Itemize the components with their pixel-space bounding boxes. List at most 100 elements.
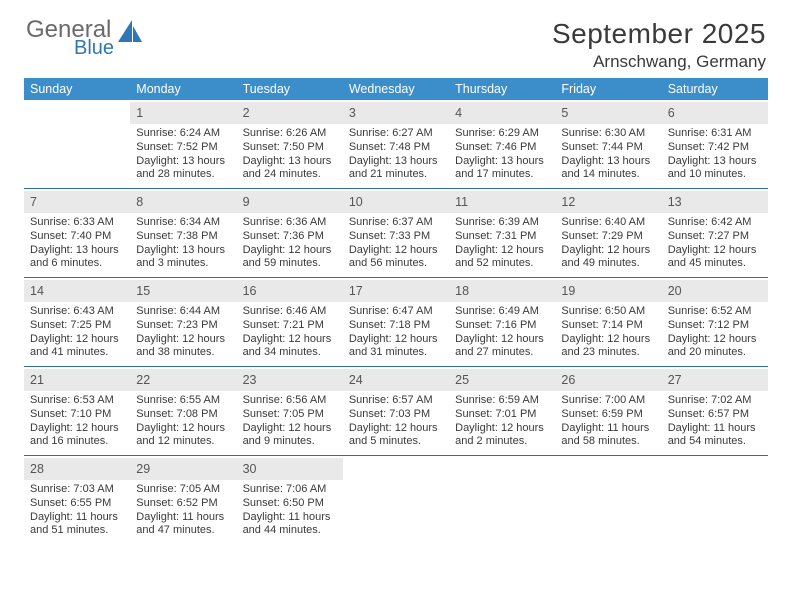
- sunrise-line: Sunrise: 7:03 AM: [30, 483, 124, 497]
- day-cell: 4Sunrise: 6:29 AMSunset: 7:46 PMDaylight…: [449, 100, 555, 188]
- daylight-line: and 45 minutes.: [668, 257, 762, 271]
- day-number-row: 5: [555, 102, 661, 124]
- day-cell: [24, 100, 130, 188]
- daylight-line: and 47 minutes.: [136, 524, 230, 538]
- sunrise-line: Sunrise: 6:31 AM: [668, 127, 762, 141]
- day-cell: 21 Sunrise: 6:53 AMSunset: 7:10 PMDayligh…: [24, 367, 130, 455]
- day-number-row: 14: [24, 280, 130, 302]
- day-number-row: 3: [343, 102, 449, 124]
- sunset-line: Sunset: 6:59 PM: [561, 408, 655, 422]
- daylight-line: Daylight: 12 hours: [243, 244, 337, 258]
- sunrise-line: Sunrise: 6:59 AM: [455, 394, 549, 408]
- sunset-line: Sunset: 7:31 PM: [455, 230, 549, 244]
- sunrise-line: Sunrise: 6:37 AM: [349, 216, 443, 230]
- day-number-row: 21: [24, 369, 130, 391]
- logo: General Blue: [26, 18, 142, 58]
- sunrise-line: Sunrise: 6:39 AM: [455, 216, 549, 230]
- daylight-line: Daylight: 11 hours: [136, 511, 230, 525]
- sunrise-line: Sunrise: 6:53 AM: [30, 394, 124, 408]
- sunset-line: Sunset: 7:52 PM: [136, 141, 230, 155]
- daylight-line: Daylight: 13 hours: [136, 244, 230, 258]
- day-number-row: 20: [662, 280, 768, 302]
- day-number: 2: [243, 106, 250, 120]
- daylight-line: and 56 minutes.: [349, 257, 443, 271]
- day-cell: 17Sunrise: 6:47 AMSunset: 7:18 PMDayligh…: [343, 278, 449, 366]
- daylight-line: Daylight: 12 hours: [30, 333, 124, 347]
- sunrise-line: Sunrise: 6:47 AM: [349, 305, 443, 319]
- daylight-line: and 31 minutes.: [349, 346, 443, 360]
- sunset-line: Sunset: 7:46 PM: [455, 141, 549, 155]
- daylight-line: and 5 minutes.: [349, 435, 443, 449]
- day-number: 20: [668, 284, 682, 298]
- sunrise-line: Sunrise: 6:29 AM: [455, 127, 549, 141]
- day-cell: 30Sunrise: 7:06 AMSunset: 6:50 PMDayligh…: [237, 456, 343, 544]
- sunset-line: Sunset: 7:25 PM: [30, 319, 124, 333]
- daylight-line: Daylight: 12 hours: [30, 422, 124, 436]
- sunset-line: Sunset: 7:33 PM: [349, 230, 443, 244]
- title-block: September 2025 Arnschwang, Germany: [552, 18, 766, 72]
- sunset-line: Sunset: 7:40 PM: [30, 230, 124, 244]
- daylight-line: Daylight: 13 hours: [349, 155, 443, 169]
- header: General Blue September 2025 Arnschwang, …: [24, 18, 768, 72]
- sunset-line: Sunset: 6:50 PM: [243, 497, 337, 511]
- daylight-line: and 20 minutes.: [668, 346, 762, 360]
- daylight-line: and 44 minutes.: [243, 524, 337, 538]
- day-number: 17: [349, 284, 363, 298]
- day-cell: 28Sunrise: 7:03 AMSunset: 6:55 PMDayligh…: [24, 456, 130, 544]
- day-header: Thursday: [449, 78, 555, 100]
- sunset-line: Sunset: 7:48 PM: [349, 141, 443, 155]
- daylight-line: and 38 minutes.: [136, 346, 230, 360]
- sunset-line: Sunset: 7:23 PM: [136, 319, 230, 333]
- daylight-line: Daylight: 13 hours: [136, 155, 230, 169]
- day-number: 3: [349, 106, 356, 120]
- daylight-line: Daylight: 12 hours: [668, 333, 762, 347]
- sunset-line: Sunset: 6:55 PM: [30, 497, 124, 511]
- day-number-row: 8: [130, 191, 236, 213]
- sunset-line: Sunset: 7:05 PM: [243, 408, 337, 422]
- daylight-line: and 21 minutes.: [349, 168, 443, 182]
- day-number: 9: [243, 195, 250, 209]
- sunrise-line: Sunrise: 6:44 AM: [136, 305, 230, 319]
- sunrise-line: Sunrise: 7:00 AM: [561, 394, 655, 408]
- daylight-line: Daylight: 13 hours: [243, 155, 337, 169]
- day-cell: 2Sunrise: 6:26 AMSunset: 7:50 PMDaylight…: [237, 100, 343, 188]
- sunset-line: Sunset: 7:10 PM: [30, 408, 124, 422]
- week-row: 1Sunrise: 6:24 AMSunset: 7:52 PMDaylight…: [24, 100, 768, 189]
- daylight-line: Daylight: 12 hours: [455, 333, 549, 347]
- daylight-line: and 14 minutes.: [561, 168, 655, 182]
- sunrise-line: Sunrise: 6:33 AM: [30, 216, 124, 230]
- sunrise-line: Sunrise: 6:55 AM: [136, 394, 230, 408]
- day-header: Wednesday: [343, 78, 449, 100]
- day-cell: 1Sunrise: 6:24 AMSunset: 7:52 PMDaylight…: [130, 100, 236, 188]
- day-number-row: 4: [449, 102, 555, 124]
- day-number-row: 16: [237, 280, 343, 302]
- daylight-line: Daylight: 11 hours: [561, 422, 655, 436]
- day-number-row: 26: [555, 369, 661, 391]
- sunrise-line: Sunrise: 6:50 AM: [561, 305, 655, 319]
- sunset-line: Sunset: 7:36 PM: [243, 230, 337, 244]
- day-cell: 26 Sunrise: 7:00 AMSunset: 6:59 PMDayligh…: [555, 367, 661, 455]
- day-number-row: 7: [24, 191, 130, 213]
- daylight-line: and 59 minutes.: [243, 257, 337, 271]
- daylight-line: and 24 minutes.: [243, 168, 337, 182]
- sunrise-line: Sunrise: 6:40 AM: [561, 216, 655, 230]
- sunrise-line: Sunrise: 6:27 AM: [349, 127, 443, 141]
- day-cell: 18Sunrise: 6:49 AMSunset: 7:16 PMDayligh…: [449, 278, 555, 366]
- sunset-line: Sunset: 7:44 PM: [561, 141, 655, 155]
- day-number: 6: [668, 106, 675, 120]
- sunset-line: Sunset: 6:52 PM: [136, 497, 230, 511]
- daylight-line: Daylight: 12 hours: [349, 244, 443, 258]
- daylight-line: Daylight: 12 hours: [668, 244, 762, 258]
- day-number-row: 19: [555, 280, 661, 302]
- daylight-line: and 3 minutes.: [136, 257, 230, 271]
- daylight-line: and 10 minutes.: [668, 168, 762, 182]
- location: Arnschwang, Germany: [552, 52, 766, 72]
- day-number: 18: [455, 284, 469, 298]
- day-cell: 27Sunrise: 7:02 AMSunset: 6:57 PMDayligh…: [662, 367, 768, 455]
- day-number: 19: [561, 284, 575, 298]
- week-row: 28Sunrise: 7:03 AMSunset: 6:55 PMDayligh…: [24, 456, 768, 544]
- day-cell: 19Sunrise: 6:50 AMSunset: 7:14 PMDayligh…: [555, 278, 661, 366]
- sunset-line: Sunset: 7:29 PM: [561, 230, 655, 244]
- sunrise-line: Sunrise: 6:43 AM: [30, 305, 124, 319]
- day-header: Friday: [555, 78, 661, 100]
